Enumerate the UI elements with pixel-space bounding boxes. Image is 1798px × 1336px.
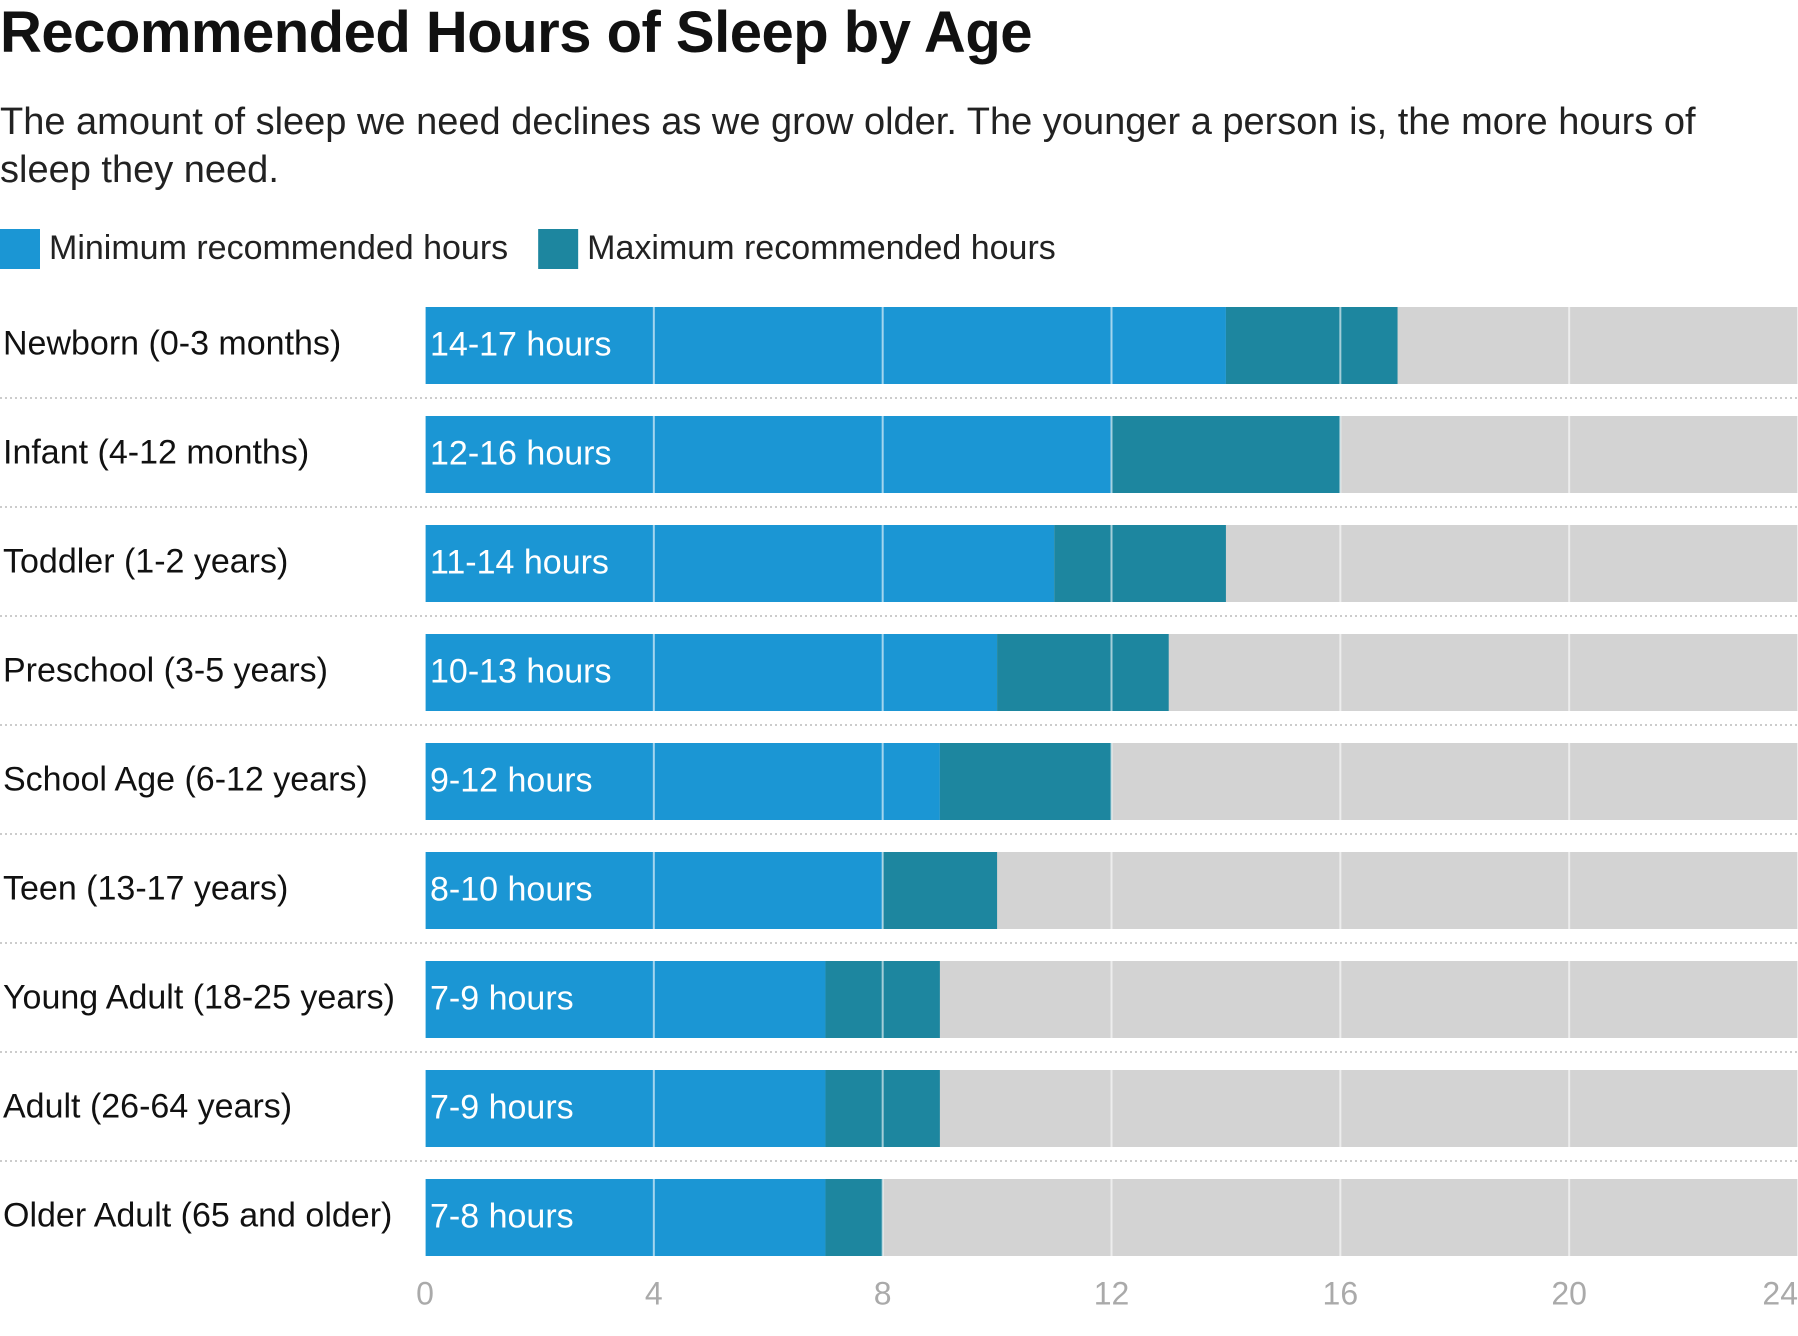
bar xyxy=(882,852,998,929)
bar xyxy=(425,416,1112,493)
bar xyxy=(425,743,940,820)
x-tick-label: 24 xyxy=(1762,1275,1798,1311)
bar xyxy=(425,634,998,711)
y-tick-label: Young Adult (18-25 years) xyxy=(3,978,395,1016)
value-label: 7-9 hours xyxy=(430,979,574,1017)
bar xyxy=(939,743,1112,820)
x-tick-label: 0 xyxy=(416,1275,434,1311)
y-tick-label: Preschool (3-5 years) xyxy=(3,651,328,689)
bar xyxy=(425,961,826,1038)
value-label: 9-12 hours xyxy=(430,761,593,799)
x-tick-label: 4 xyxy=(645,1275,663,1311)
y-tick-label: School Age (6-12 years) xyxy=(3,760,368,798)
y-tick-label: Toddler (1-2 years) xyxy=(3,542,288,580)
bar xyxy=(425,1070,826,1147)
bar xyxy=(425,525,1055,602)
bar xyxy=(1225,307,1398,384)
value-label: 8-10 hours xyxy=(430,870,593,908)
bar xyxy=(997,634,1169,711)
bar xyxy=(1111,416,1341,493)
bar xyxy=(825,1179,883,1256)
y-tick-label: Infant (4-12 months) xyxy=(3,433,309,471)
legend-swatch xyxy=(0,229,40,269)
legend-swatch xyxy=(538,229,579,269)
legend-label: Maximum recommended hours xyxy=(587,229,1056,267)
chart-subtitle: The amount of sleep we need declines as … xyxy=(0,101,1696,191)
x-tick-label: 8 xyxy=(874,1275,892,1311)
x-tick-label: 16 xyxy=(1323,1275,1359,1311)
value-label: 11-14 hours xyxy=(430,543,609,581)
y-tick-label: Teen (13-17 years) xyxy=(3,869,288,907)
chart-title: Recommended Hours of Sleep by Age xyxy=(0,0,1033,65)
x-tick-label: 20 xyxy=(1551,1275,1587,1311)
y-tick-label: Newborn (0-3 months) xyxy=(3,324,341,362)
bar xyxy=(425,1179,826,1256)
bar xyxy=(1054,525,1226,602)
y-tick-label: Older Adult (65 and older) xyxy=(3,1196,392,1234)
value-label: 14-17 hours xyxy=(430,325,611,363)
legend-label: Minimum recommended hours xyxy=(49,229,508,267)
value-label: 12-16 hours xyxy=(430,434,611,472)
value-label: 7-8 hours xyxy=(430,1197,574,1235)
x-tick-label: 12 xyxy=(1094,1275,1130,1311)
y-tick-label: Adult (26-64 years) xyxy=(3,1087,292,1125)
bar xyxy=(425,307,1226,384)
value-label: 10-13 hours xyxy=(430,652,611,690)
value-label: 7-9 hours xyxy=(430,1088,574,1126)
